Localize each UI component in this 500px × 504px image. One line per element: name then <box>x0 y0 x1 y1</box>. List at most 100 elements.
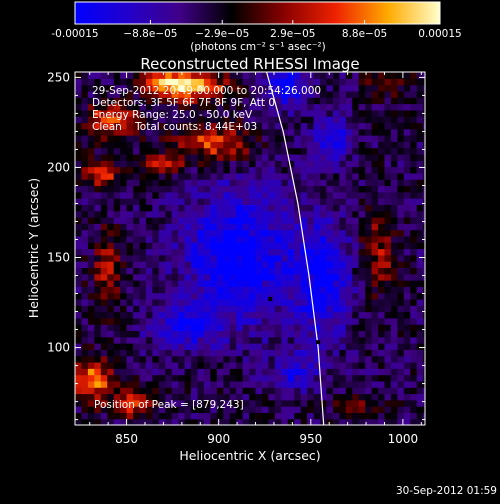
heatmap-cell <box>378 292 386 300</box>
heatmap-cell <box>100 292 108 300</box>
heatmap-cell <box>365 399 373 407</box>
heatmap-cell <box>229 267 237 275</box>
heatmap-cell <box>171 349 179 357</box>
heatmap-cell <box>423 72 425 79</box>
heatmap-cell <box>120 317 128 325</box>
heatmap-cell <box>378 103 386 111</box>
heatmap-cell <box>152 122 160 130</box>
heatmap-cell <box>87 135 95 142</box>
heatmap-cell <box>307 267 315 275</box>
heatmap-cell <box>371 191 379 199</box>
heatmap-cell <box>242 172 250 180</box>
heatmap-cell <box>358 235 366 243</box>
heatmap-cell <box>320 147 328 155</box>
heatmap-cell <box>100 90 108 98</box>
heatmap-cell <box>274 412 282 420</box>
heatmap-cell <box>339 235 347 243</box>
heatmap-cell <box>378 406 386 413</box>
heatmap-cell <box>320 204 328 212</box>
heatmap-cell <box>171 229 179 237</box>
heatmap-cell <box>242 235 250 243</box>
heatmap-cell <box>352 153 360 161</box>
heatmap-cell <box>307 254 315 262</box>
heatmap-cell <box>274 368 282 376</box>
heatmap-cell <box>100 305 108 313</box>
heatmap-cell <box>358 399 366 407</box>
heatmap-cell <box>216 97 224 105</box>
heatmap-cell <box>255 349 263 357</box>
heatmap-cell <box>75 317 83 325</box>
heatmap-cell <box>216 418 224 425</box>
heatmap-cell <box>365 305 373 313</box>
heatmap-cell <box>100 286 108 294</box>
heatmap-cell <box>378 210 386 218</box>
heatmap-cell <box>133 229 141 237</box>
heatmap-cell <box>371 311 379 319</box>
heatmap-cell <box>287 330 295 338</box>
heatmap-cell <box>210 84 218 92</box>
heatmap-cell <box>410 216 418 224</box>
heatmap-cell <box>191 185 199 193</box>
heatmap-cell <box>416 216 424 224</box>
heatmap-cell <box>371 280 379 287</box>
heatmap-cell <box>384 84 392 92</box>
heatmap-cell <box>371 229 379 237</box>
heatmap-cell <box>197 280 205 287</box>
heatmap-cell <box>307 393 315 401</box>
heatmap-cell <box>397 204 405 212</box>
heatmap-cell <box>326 368 334 376</box>
heatmap-cell <box>423 387 425 395</box>
heatmap-cell <box>339 153 347 161</box>
heatmap-cell <box>139 305 147 313</box>
heatmap-cell <box>307 147 315 155</box>
heatmap-cell <box>365 324 373 332</box>
heatmap-cell <box>184 254 192 262</box>
heatmap-cell <box>294 210 302 218</box>
heatmap-cell <box>416 229 424 237</box>
heatmap-cell <box>120 198 128 205</box>
heatmap-cell <box>81 103 89 111</box>
heatmap-cell <box>107 406 115 413</box>
heatmap-cell <box>197 185 205 193</box>
heatmap-cell <box>326 135 334 142</box>
heatmap-cell <box>94 374 102 382</box>
heatmap-cell <box>184 355 192 363</box>
heatmap-cell <box>332 103 340 111</box>
heatmap-cell <box>113 204 121 212</box>
heatmap-cell <box>313 399 321 407</box>
heatmap-cell <box>152 97 160 105</box>
heatmap-cell <box>384 273 392 281</box>
heatmap-cell <box>352 280 360 287</box>
heatmap-cell <box>249 355 257 363</box>
heatmap-cell <box>378 166 386 174</box>
heatmap-cell <box>313 229 321 237</box>
heatmap-cell <box>197 223 205 231</box>
heatmap-cell <box>287 349 295 357</box>
heatmap-cell <box>165 160 173 168</box>
heatmap-cell <box>165 292 173 300</box>
heatmap-cell <box>229 330 237 338</box>
heatmap-cell <box>178 242 186 250</box>
heatmap-cell <box>274 399 282 407</box>
heatmap-cell <box>287 216 295 224</box>
heatmap-cell <box>210 90 218 98</box>
heatmap-cell <box>87 122 95 130</box>
heatmap-cell <box>178 191 186 199</box>
heatmap-cell <box>358 261 366 269</box>
heatmap-cell <box>423 380 425 388</box>
heatmap-cell <box>384 242 392 250</box>
heatmap-cell <box>326 242 334 250</box>
heatmap-cell <box>397 261 405 269</box>
heatmap-cell <box>107 311 115 319</box>
heatmap-cell <box>242 418 250 425</box>
heatmap-cell <box>145 286 153 294</box>
heatmap-cell <box>184 336 192 344</box>
heatmap-cell <box>249 185 257 193</box>
heatmap-cell <box>403 406 411 413</box>
heatmap-cell <box>307 166 315 174</box>
heatmap-cell <box>120 210 128 218</box>
heatmap-cell <box>339 261 347 269</box>
heatmap-cell <box>249 261 257 269</box>
heatmap-cell <box>365 280 373 287</box>
heatmap-cell <box>390 292 398 300</box>
